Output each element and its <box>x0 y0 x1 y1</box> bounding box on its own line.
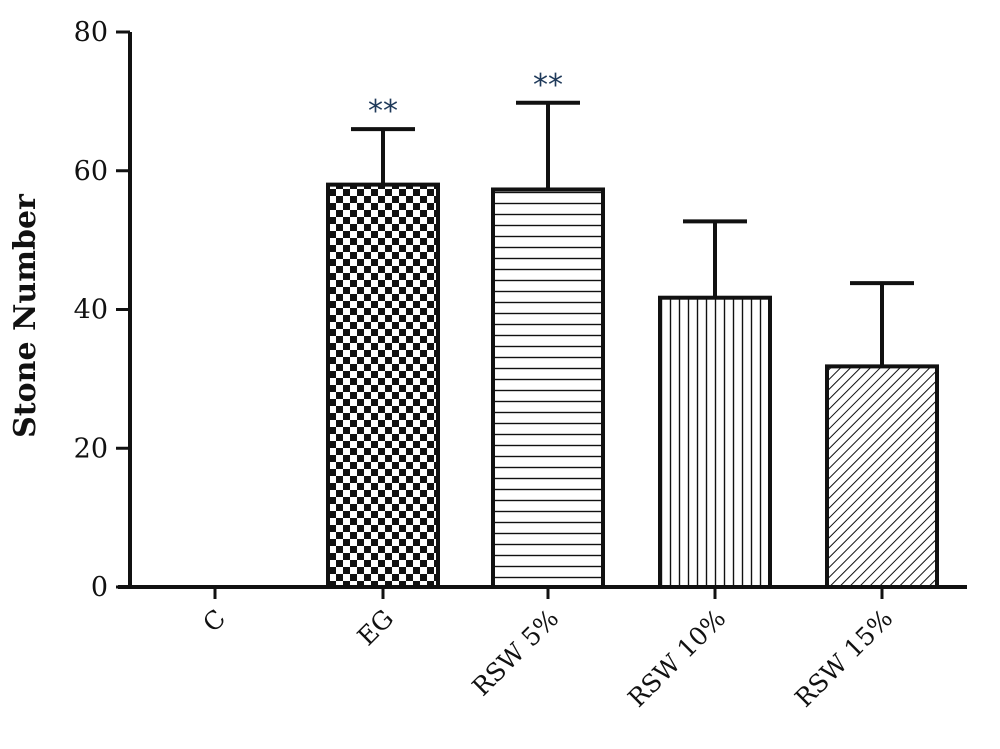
bar-rsw-5 <box>491 187 605 589</box>
bars <box>326 182 939 590</box>
y-tick-label: 80 <box>74 17 108 48</box>
bar-eg <box>326 182 440 589</box>
significance-marker: ** <box>533 68 563 103</box>
x-tick-label: RSW 5% <box>466 604 564 702</box>
y-ticks: 0 20 40 60 80 <box>74 17 130 603</box>
y-tick-label: 0 <box>91 572 108 603</box>
y-axis-label: Stone Number <box>8 193 43 438</box>
bar-rsw-15 <box>825 364 939 590</box>
x-tick-label: RSW 10% <box>622 604 731 713</box>
significance-annotations: ** ** <box>368 68 563 129</box>
y-tick-label: 40 <box>74 295 108 326</box>
x-tick-labels: C EG RSW 5% RSW 10% RSW 15% <box>197 587 898 713</box>
x-tick-label: C <box>197 604 231 638</box>
y-tick-label: 20 <box>74 433 108 464</box>
x-tick-label: EG <box>352 604 400 652</box>
significance-marker: ** <box>368 94 398 129</box>
x-tick-label: RSW 15% <box>789 604 898 713</box>
bar-rsw-10 <box>658 295 772 589</box>
error-bars <box>351 100 914 367</box>
y-tick-label: 60 <box>74 156 108 187</box>
